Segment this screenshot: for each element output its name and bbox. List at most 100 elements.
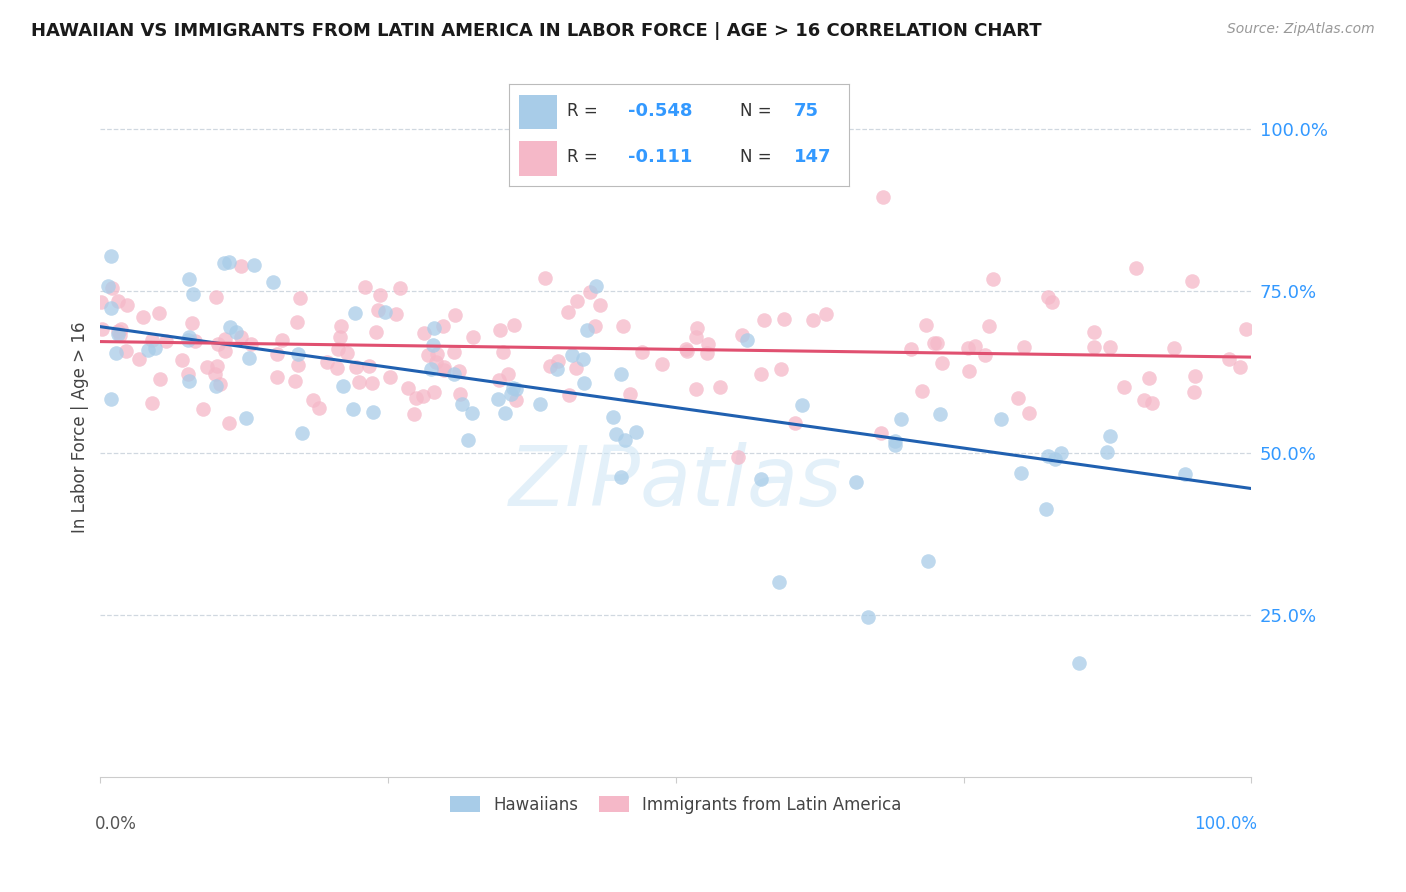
Point — [1043, 452, 1066, 467]
Point — [336, 346, 359, 360]
Point — [302, 392, 325, 407]
Text: 0.0%: 0.0% — [94, 815, 136, 833]
Point — [872, 190, 894, 204]
Point — [177, 368, 200, 382]
Point — [534, 271, 557, 285]
Point — [291, 425, 314, 440]
Point — [141, 395, 163, 409]
Point — [770, 362, 793, 376]
Point — [132, 310, 155, 324]
Point — [433, 360, 456, 375]
Point — [492, 345, 515, 359]
Point — [619, 387, 641, 401]
Point — [326, 360, 349, 375]
Point — [143, 341, 166, 355]
Point — [1083, 325, 1105, 339]
Point — [502, 381, 524, 395]
Point — [402, 407, 425, 421]
Point — [357, 359, 380, 374]
Point — [330, 319, 353, 334]
Point — [108, 328, 131, 343]
Point — [266, 347, 288, 361]
Point — [529, 396, 551, 410]
Point — [1007, 391, 1029, 405]
Point — [181, 287, 204, 301]
Point — [815, 307, 838, 321]
Point — [141, 333, 163, 347]
Point — [585, 278, 607, 293]
Point — [612, 319, 634, 334]
Point — [461, 406, 484, 420]
Point — [347, 375, 370, 389]
Point — [772, 311, 794, 326]
Point — [412, 388, 434, 402]
Point — [574, 376, 596, 391]
Point — [104, 346, 127, 360]
Point — [370, 288, 392, 302]
Point — [243, 258, 266, 272]
Point — [602, 410, 624, 425]
Point — [922, 336, 945, 351]
Point — [1184, 368, 1206, 383]
Point — [449, 386, 471, 401]
Point — [631, 345, 654, 359]
Point — [610, 470, 633, 484]
Point — [405, 392, 427, 406]
Point — [207, 336, 229, 351]
Point — [610, 368, 633, 382]
Point — [177, 333, 200, 347]
Point — [238, 351, 260, 365]
Point — [957, 364, 980, 378]
Point — [783, 416, 806, 430]
Point — [287, 358, 309, 372]
Point — [361, 376, 384, 390]
Point — [316, 355, 339, 369]
Point — [1181, 274, 1204, 288]
Point — [561, 348, 583, 362]
Point — [1163, 341, 1185, 355]
Point — [558, 388, 581, 402]
Point — [486, 392, 509, 407]
Point — [495, 406, 517, 420]
Point — [957, 341, 980, 355]
Point — [579, 285, 602, 300]
Point — [367, 302, 389, 317]
Point — [443, 344, 465, 359]
Point — [931, 356, 953, 370]
Point — [1182, 385, 1205, 400]
Point — [605, 426, 627, 441]
Point — [353, 280, 375, 294]
Point — [1133, 392, 1156, 407]
Point — [90, 294, 112, 309]
Point — [1036, 449, 1059, 463]
Point — [177, 272, 200, 286]
Point — [685, 382, 707, 396]
Point — [1083, 340, 1105, 354]
Point — [416, 348, 439, 362]
Point — [128, 351, 150, 366]
Point — [225, 325, 247, 339]
Point — [1035, 502, 1057, 516]
Point — [364, 325, 387, 339]
Point — [426, 347, 449, 361]
Point — [378, 369, 401, 384]
Point — [231, 330, 253, 344]
Point — [115, 344, 138, 359]
Point — [538, 359, 561, 374]
Point — [451, 397, 474, 411]
Point — [1012, 340, 1035, 354]
Point — [204, 367, 226, 381]
Y-axis label: In Labor Force | Age > 16: In Labor Force | Age > 16 — [72, 321, 89, 533]
Point — [696, 346, 718, 360]
Legend: Hawaiians, Immigrants from Latin America: Hawaiians, Immigrants from Latin America — [444, 789, 908, 821]
Point — [858, 610, 880, 624]
Point — [1229, 359, 1251, 374]
Point — [749, 472, 772, 486]
Point — [1095, 445, 1118, 459]
Point — [801, 313, 824, 327]
Point — [731, 328, 754, 343]
Point — [235, 410, 257, 425]
Point — [444, 308, 467, 322]
Point — [308, 401, 330, 415]
Text: ZIPatlas: ZIPatlas — [509, 442, 842, 524]
